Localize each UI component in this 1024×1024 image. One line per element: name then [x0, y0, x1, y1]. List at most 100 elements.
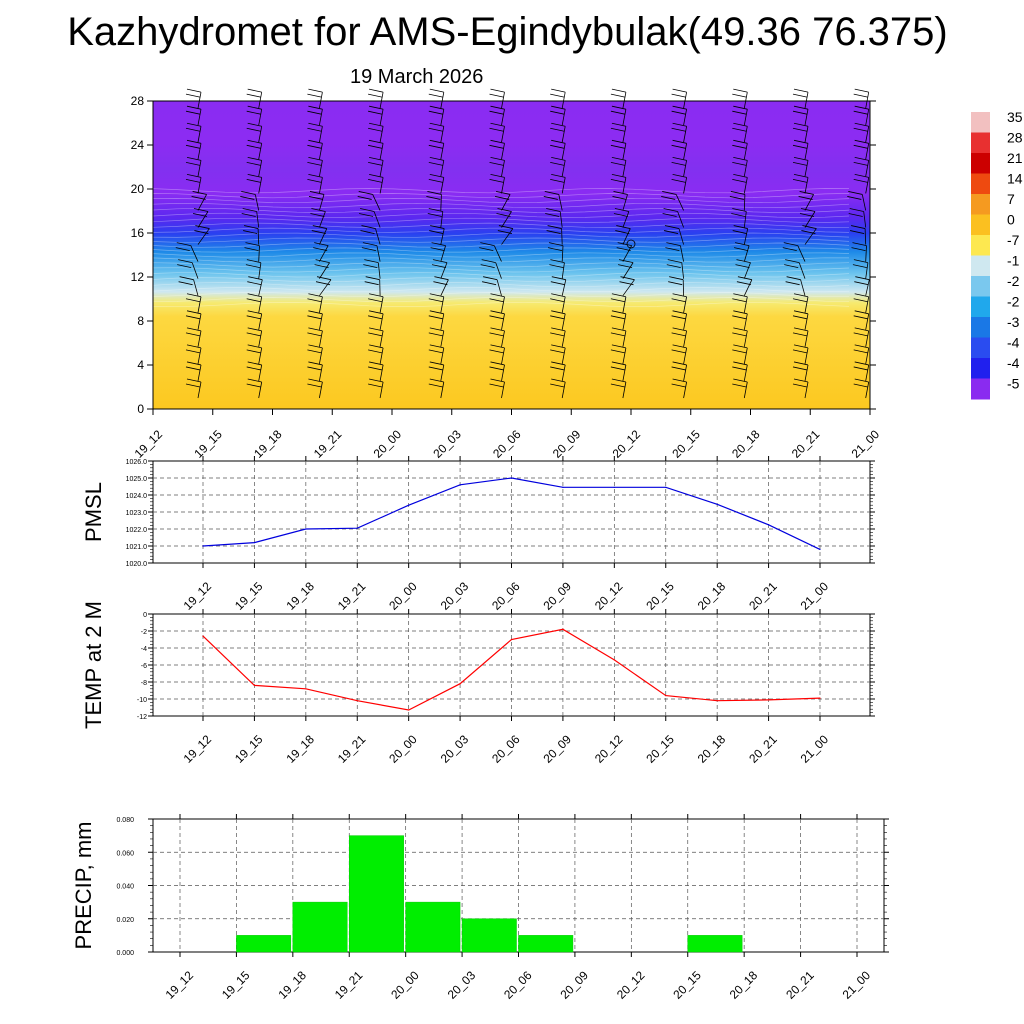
wind-barb — [319, 194, 325, 211]
wind-barb — [197, 330, 202, 347]
wind-barb-flag — [619, 281, 634, 286]
wind-barb-flag — [307, 298, 322, 303]
wind-barb-flag — [308, 88, 323, 93]
pmsl-point — [716, 503, 718, 505]
wind-barb-flag — [786, 276, 801, 281]
wind-barb-flag — [853, 315, 868, 320]
x-tick-label: 21_00 — [849, 427, 883, 461]
wind-barb-flag — [663, 208, 678, 212]
wind-barb-flag — [611, 174, 626, 178]
wind-barb-flag — [308, 105, 323, 110]
contour-line — [152, 222, 850, 228]
wind-barb — [440, 177, 445, 194]
wind-barb-flag — [194, 230, 209, 234]
wind-barb — [622, 313, 627, 330]
wind-barb-flag — [428, 144, 443, 149]
x-tick-label: 19_15 — [232, 579, 266, 613]
wind-barb-flag — [735, 264, 750, 269]
wind-barb-flag — [314, 264, 329, 269]
wind-barb — [622, 347, 627, 364]
wind-barb-flag — [736, 259, 751, 264]
wind-barb-flag — [792, 127, 808, 132]
wind-barb-flag — [852, 264, 867, 269]
wind-barb-flag — [551, 310, 566, 315]
y-tick-label: 0.020 — [116, 917, 134, 924]
temp-chart: -12 -10 -8 -6 -4 -2 0 19_12 19_15 19_18 19_21 20_00… — [81, 601, 875, 766]
wind-barb-flag — [490, 310, 505, 315]
wind-barb-flag — [792, 315, 808, 320]
wind-barb-flag — [490, 327, 505, 332]
wind-barb-flag — [315, 281, 331, 286]
wind-barb-flag — [733, 327, 748, 332]
wind-barb-flag — [185, 298, 201, 303]
wind-barb-flag — [195, 225, 210, 229]
wind-barb-flag — [611, 88, 626, 93]
wind-barb-flag — [792, 93, 808, 98]
wind-barb-flag — [315, 259, 330, 264]
x-tick-label: 20_09 — [541, 579, 575, 613]
temp-y-axis-label: TEMP at 2 M — [81, 601, 106, 729]
wind-barb-flag — [358, 191, 373, 195]
wind-barb — [622, 160, 627, 177]
wind-barb-flag — [246, 93, 261, 98]
wind-barb — [319, 92, 323, 109]
wind-barb — [501, 109, 505, 126]
wind-barb-flag — [431, 242, 446, 246]
wind-barb — [501, 313, 505, 330]
wind-barb — [865, 92, 870, 109]
wind-barb-flag — [247, 378, 262, 383]
wind-barb-flag — [497, 230, 512, 234]
wind-barb — [379, 126, 384, 143]
wind-barb-flag — [246, 127, 261, 132]
wind-barb-flag — [490, 361, 505, 366]
wind-barb-flag — [798, 196, 813, 200]
temp-point — [459, 683, 461, 685]
colorbar-swatch — [971, 153, 990, 174]
x-tick-label: 20_12 — [614, 968, 648, 1002]
wind-barb — [865, 177, 870, 194]
wind-barb-flag — [247, 281, 262, 286]
wind-barb-flag — [307, 332, 322, 337]
wind-barb-flag — [185, 315, 201, 320]
wind-barb-flag — [247, 105, 262, 110]
wind-barb-flag — [427, 191, 442, 195]
wind-barb-flag — [489, 366, 504, 371]
wind-barb — [558, 194, 563, 211]
temp-point — [305, 688, 307, 690]
wind-barb-flag — [792, 349, 808, 354]
wind-barb-flag — [429, 122, 444, 127]
wind-barb-flag — [246, 144, 261, 149]
wind-barb — [197, 381, 202, 399]
wind-barb — [561, 143, 566, 160]
wind-barb-flag — [429, 378, 444, 383]
pmsl-point — [202, 545, 204, 547]
wind-barb-flag — [428, 110, 443, 115]
wind-barb — [197, 126, 202, 143]
wind-barb-flag — [186, 327, 202, 332]
wind-barb-flag — [667, 259, 682, 264]
wind-barb-flag — [733, 310, 748, 315]
colorbar-label: 14 — [1007, 171, 1023, 187]
wind-barb — [376, 245, 381, 262]
pmsl-point — [253, 542, 256, 544]
wind-barb — [804, 296, 809, 313]
wind-barb — [865, 109, 870, 126]
precip-bar — [236, 935, 292, 953]
wind-barb-flag — [186, 174, 202, 178]
wind-barb-flag — [854, 105, 869, 110]
wind-barb — [622, 381, 627, 399]
wind-barb — [622, 126, 627, 143]
wind-barb-flag — [186, 88, 202, 93]
wind-barb — [258, 109, 263, 126]
wind-barb-flag — [672, 156, 687, 161]
x-tick-label: 19_21 — [335, 579, 369, 613]
wind-barb-flag — [185, 366, 201, 371]
wind-barb — [865, 245, 867, 262]
wind-barb — [319, 364, 323, 382]
temp-point — [253, 684, 256, 687]
wind-barb — [379, 347, 384, 364]
wind-barb — [258, 381, 263, 399]
wind-barb-flag — [671, 93, 686, 98]
colorbar-label: -2 — [1007, 294, 1020, 310]
wind-barb-flag — [735, 242, 750, 246]
